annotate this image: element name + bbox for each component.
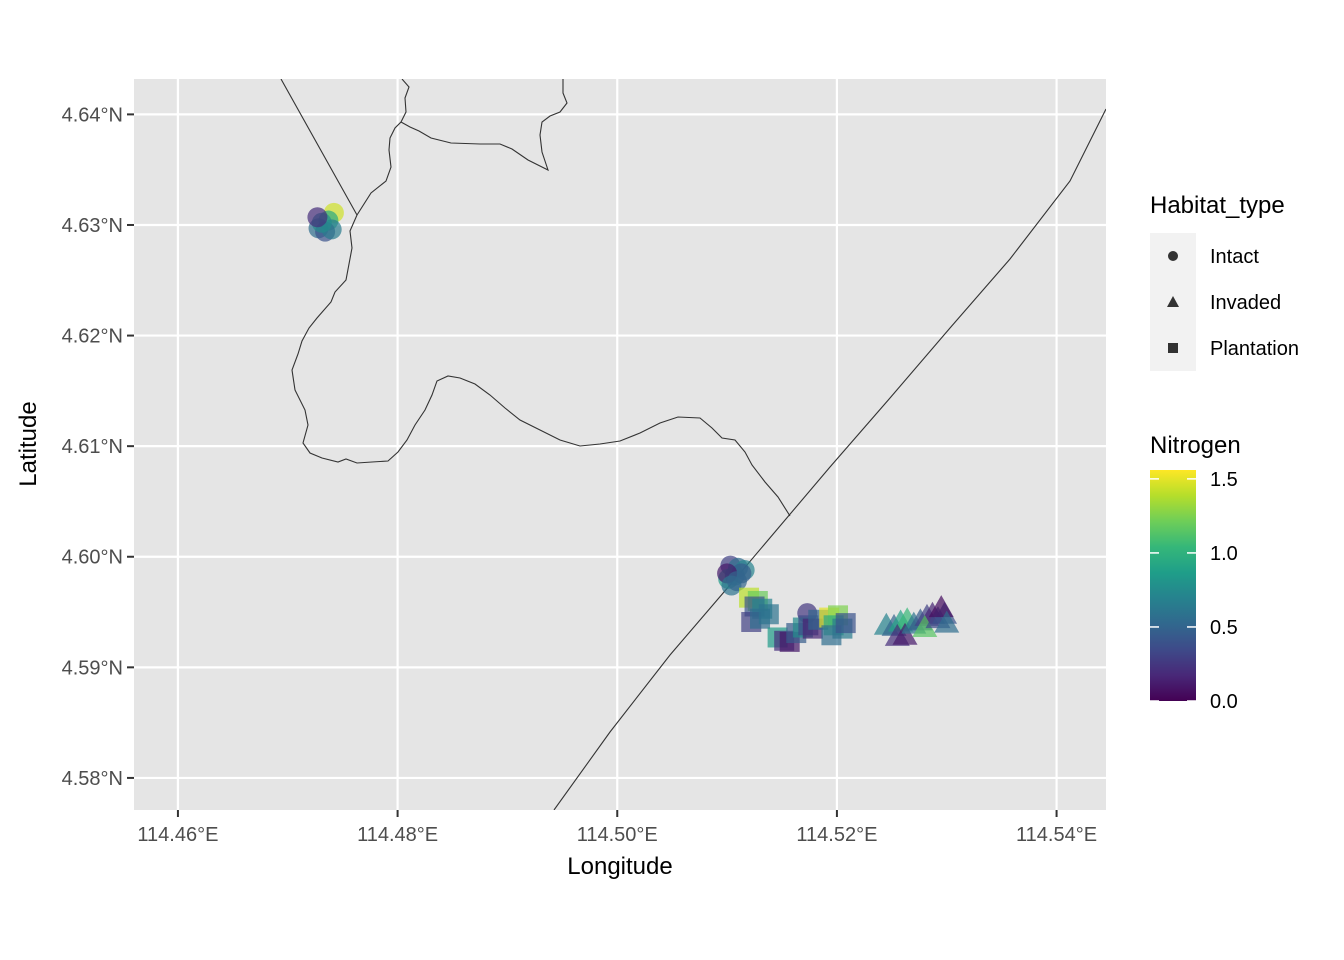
x-tick-label: 114.50°E (577, 824, 658, 846)
x-axis-title: Longitude (567, 853, 672, 880)
invaded-point (928, 595, 954, 618)
x-tick-label: 114.52°E (796, 824, 877, 846)
intact-point (307, 207, 328, 228)
shape-legend-label-invaded: Invaded (1210, 292, 1281, 314)
invaded-point (892, 622, 918, 645)
color-legend-label: 1.5 (1210, 469, 1238, 491)
color-legend-label: 0.5 (1210, 617, 1238, 639)
map-boundaries (280, 79, 1106, 810)
y-tick-label: 4.61°N (62, 436, 123, 458)
intact-point (726, 571, 747, 592)
legend-circle-icon (1168, 251, 1178, 261)
shape-legend-title: Habitat_type (1150, 192, 1285, 219)
x-tick-label: 114.46°E (137, 824, 218, 846)
shape-legend: Habitat_type Intact Invaded Plantation (1150, 192, 1299, 371)
plantation-point (758, 604, 779, 625)
y-tick-label: 4.63°N (62, 215, 123, 237)
y-tick-label: 4.59°N (62, 657, 123, 679)
x-tick-label: 114.48°E (357, 824, 438, 846)
color-legend-label: 1.0 (1210, 543, 1238, 565)
river-outline (356, 79, 568, 216)
y-axis-title: Latitude (15, 401, 42, 486)
x-tick-label: 114.54°E (1016, 824, 1097, 846)
plot-panel (134, 79, 1106, 810)
shape-legend-label-intact: Intact (1210, 246, 1259, 268)
data-points (307, 202, 960, 652)
border-line (553, 108, 1106, 810)
color-bar (1150, 470, 1196, 701)
y-tick-label: 4.60°N (62, 547, 123, 569)
shape-legend-label-plantation: Plantation (1210, 338, 1299, 360)
invaded-point (934, 610, 960, 633)
legend-square-icon (1168, 343, 1178, 353)
color-legend-title: Nitrogen (1150, 432, 1241, 459)
coastline-outline (280, 79, 791, 517)
axes: 114.46°E 114.48°E 114.50°E 114.52°E 114.54°E… (62, 104, 1097, 846)
legend-triangle-icon (1167, 296, 1179, 307)
invaded-point (912, 614, 938, 637)
color-legend: Nitrogen 0.0 0.5 1.0 1.5 (1150, 432, 1241, 713)
y-tick-label: 4.62°N (62, 326, 123, 348)
y-tick-label: 4.58°N (62, 768, 123, 790)
y-tick-label: 4.64°N (62, 104, 123, 126)
plantation-point (835, 613, 856, 634)
color-legend-label: 0.0 (1210, 691, 1238, 713)
